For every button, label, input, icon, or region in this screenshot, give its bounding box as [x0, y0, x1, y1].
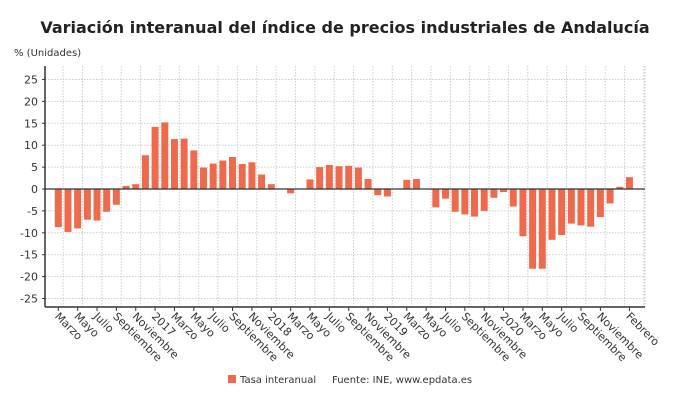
bar [587, 189, 594, 227]
bar [181, 139, 188, 189]
bar [74, 189, 81, 228]
bar [306, 179, 313, 189]
bar [113, 189, 120, 205]
bar [529, 189, 536, 269]
bar [626, 177, 633, 189]
bar [142, 155, 149, 189]
y-axis-ticks: 25 20 15 10 5 0 -5 -10 -15 -20 -25 [20, 74, 45, 306]
bar [336, 166, 343, 189]
y-tick-label: 15 [24, 117, 38, 130]
y-tick-label: 10 [24, 139, 38, 152]
bar [200, 168, 207, 189]
y-tick-label: 5 [31, 161, 38, 174]
bar [171, 139, 178, 189]
bar [229, 157, 236, 189]
y-tick-label: 25 [24, 74, 38, 87]
bar [94, 189, 101, 221]
x-axis-ticks: MarzoMayoJulioSeptiembreNoviembre2017Mar… [52, 307, 662, 364]
bar [248, 162, 255, 189]
y-tick-label: -5 [27, 205, 38, 218]
bar [287, 189, 294, 193]
legend-swatch [228, 375, 236, 383]
y-tick-label: -10 [20, 227, 38, 240]
bar [103, 189, 110, 212]
bar [84, 189, 91, 220]
bar [597, 189, 604, 217]
bar [374, 189, 381, 195]
bar [558, 189, 565, 235]
bar [268, 184, 275, 189]
legend: Tasa interanual Fuente: INE, www.epdata.… [228, 375, 472, 386]
bar [442, 189, 449, 199]
bar [161, 122, 168, 189]
bar [365, 179, 372, 189]
y-tick-label: -25 [20, 293, 38, 306]
bar [607, 189, 614, 203]
bar [219, 161, 226, 189]
bar [432, 189, 439, 207]
y-tick-label: -15 [20, 249, 38, 262]
legend-label: Tasa interanual [239, 375, 316, 386]
bar [413, 179, 420, 189]
bar [510, 189, 517, 207]
bar [355, 168, 362, 189]
bar [258, 175, 265, 189]
bar [239, 164, 246, 189]
y-axis-label: % (Unidades) [14, 48, 81, 59]
y-tick-label: 0 [31, 183, 38, 196]
bar [461, 189, 468, 214]
bar [403, 180, 410, 189]
bar [539, 189, 546, 269]
bar [55, 189, 62, 227]
bar [568, 189, 575, 224]
bar [490, 189, 497, 198]
y-tick-label: 20 [24, 95, 38, 108]
bars [55, 122, 633, 268]
bar [481, 189, 488, 211]
bar [316, 167, 323, 189]
bar [326, 165, 333, 189]
y-tick-label: -20 [20, 271, 38, 284]
bar [452, 189, 459, 212]
bar [132, 184, 139, 189]
bar [384, 189, 391, 196]
bar [578, 189, 585, 225]
bar [152, 127, 159, 189]
bar [471, 189, 478, 217]
source-note: Fuente: INE, www.epdata.es [332, 375, 472, 386]
bar [519, 189, 526, 236]
bar [548, 189, 555, 240]
chart-title: Variación interanual del índice de preci… [40, 18, 649, 37]
bar [345, 166, 352, 189]
bar [210, 164, 217, 189]
bar [64, 189, 71, 232]
bar [190, 150, 197, 189]
